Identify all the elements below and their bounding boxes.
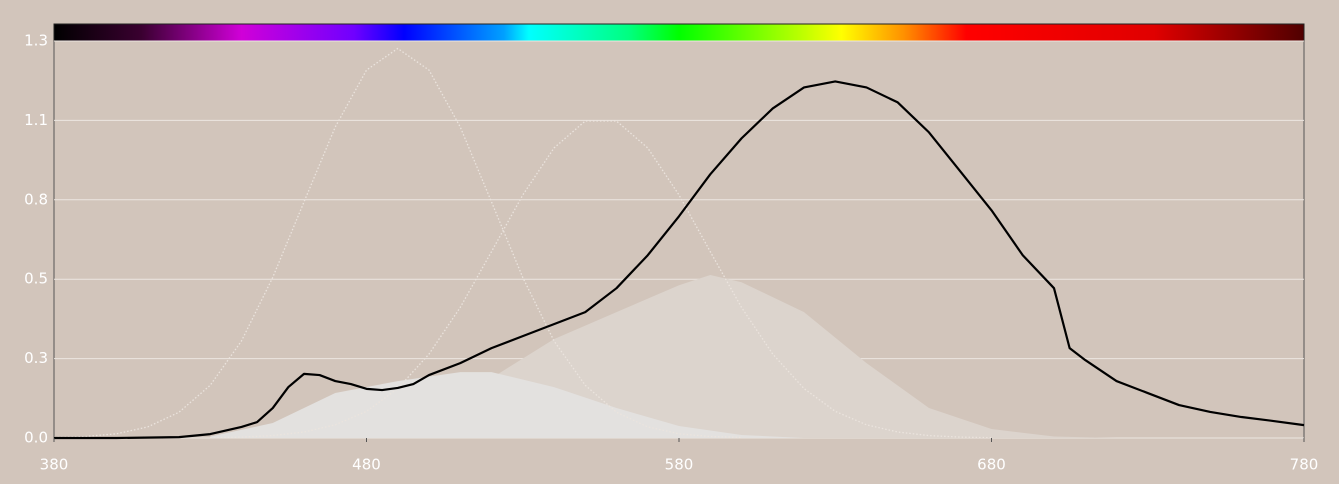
plot <box>53 40 1305 440</box>
y-tick-label: 1.3 <box>24 32 48 50</box>
spectrum-bar <box>53 23 1305 42</box>
x-tick-label: 680 <box>977 456 1006 474</box>
y-tick-label: 0.3 <box>24 349 48 367</box>
area <box>210 372 804 438</box>
y-tick-label: 0.8 <box>24 190 48 208</box>
x-tick-label: 780 <box>1290 456 1319 474</box>
x-tick-label: 480 <box>352 456 381 474</box>
x-tick-label: 580 <box>665 456 694 474</box>
line <box>54 80 1305 440</box>
dotted-line <box>210 120 992 439</box>
y-tick-label: 0.5 <box>24 270 48 288</box>
x-tick-label: 380 <box>40 456 69 474</box>
y-tick-label: 0.0 <box>24 429 48 447</box>
y-tick-label: 1.1 <box>24 111 48 129</box>
dotted-line <box>53 47 742 439</box>
